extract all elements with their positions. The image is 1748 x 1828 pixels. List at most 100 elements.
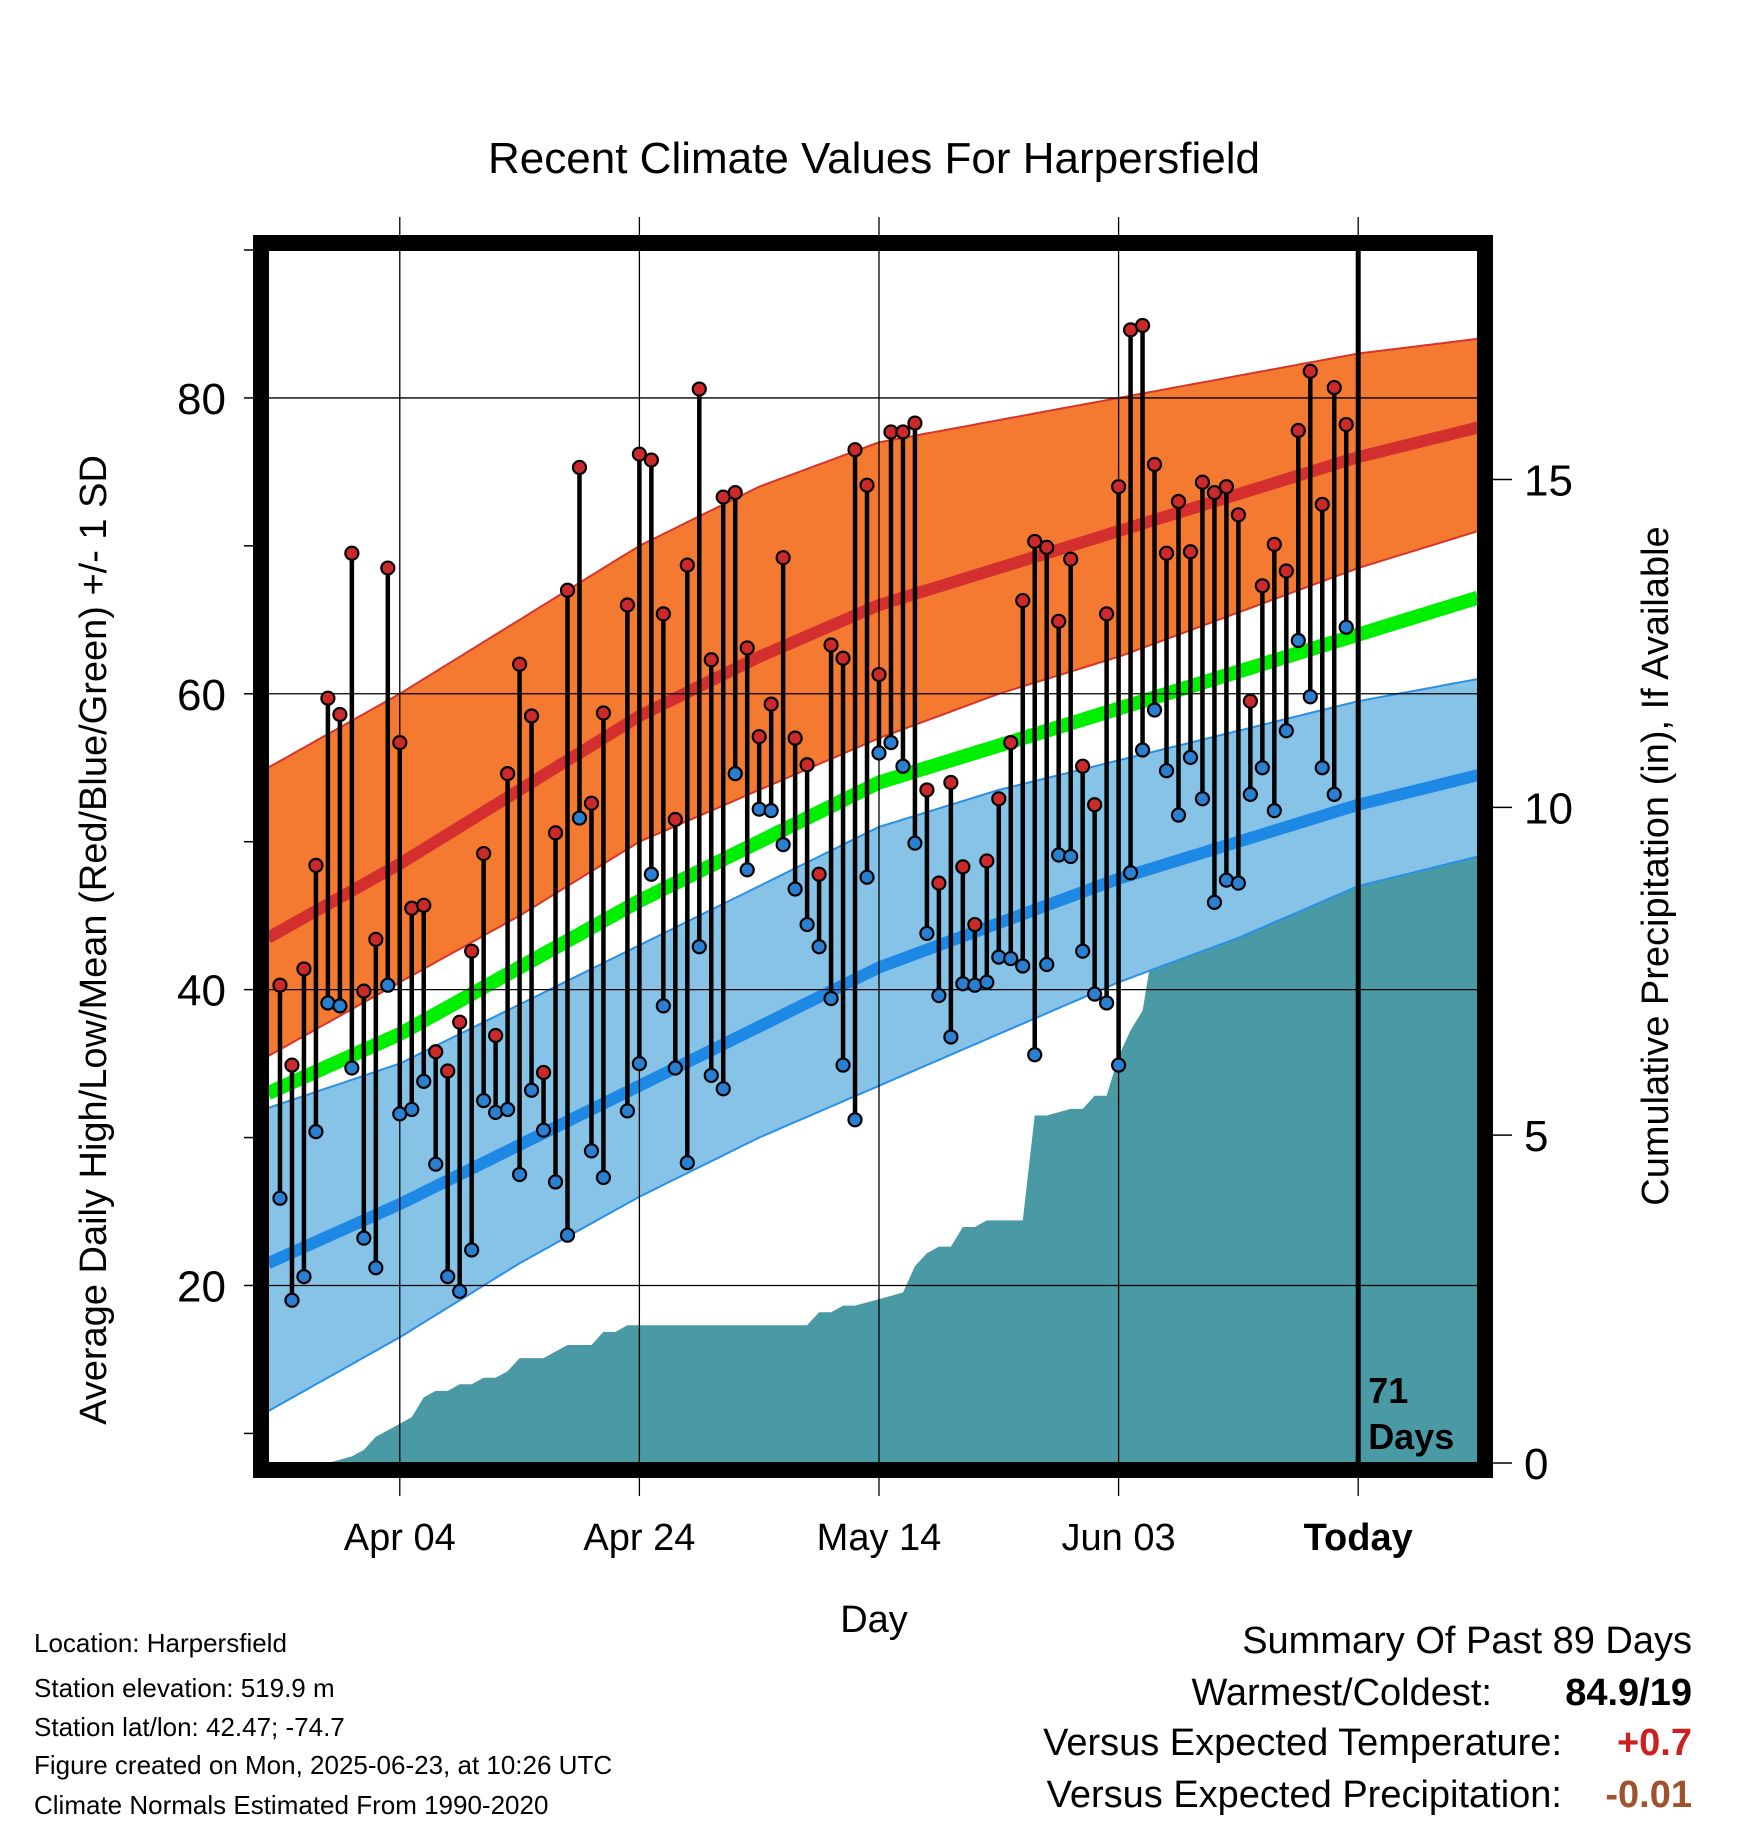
daily-high-point [703, 652, 719, 668]
daily-low-point [619, 1103, 636, 1119]
daily-high-point [835, 650, 851, 666]
daily-high-point [416, 897, 432, 913]
y2-tick-label: 15 [1524, 456, 1573, 505]
daily-high-point [943, 774, 959, 791]
daily-low-point [368, 1260, 384, 1276]
daily-high-point [1027, 533, 1043, 550]
daily-high-point [1087, 797, 1103, 813]
daily-high-point [679, 557, 695, 573]
daily-high-point [595, 705, 612, 721]
chart-title: Recent Climate Values For Harpersfield [488, 134, 1260, 183]
daily-high-point [344, 545, 360, 561]
daily-high-point [1278, 563, 1294, 579]
daily-low-point [727, 766, 743, 782]
daily-high-point [847, 442, 863, 458]
daily-high-point [1302, 363, 1318, 379]
daily-high-point [296, 961, 312, 977]
x-axis-label: Day [840, 1599, 908, 1641]
daily-low-point [440, 1269, 456, 1285]
daily-low-point [679, 1155, 695, 1171]
daily-low-point [775, 837, 791, 853]
daily-low-point [1075, 943, 1091, 959]
daily-low-point [571, 810, 588, 826]
daily-low-point [1158, 763, 1175, 779]
daily-high-point [955, 859, 971, 875]
daily-low-point [1290, 632, 1306, 649]
daily-high-point [1051, 613, 1067, 629]
daily-low-point [883, 734, 899, 751]
y-tick-label: 20 [177, 1262, 226, 1311]
daily-high-point [1170, 493, 1187, 510]
daily-low-point [1278, 723, 1294, 739]
daily-low-point [404, 1101, 420, 1118]
x-tick-label: Apr 04 [344, 1517, 456, 1559]
daily-low-point [344, 1060, 360, 1076]
daily-high-point [979, 853, 995, 869]
daily-low-point [1242, 786, 1258, 802]
daily-high-point [1158, 545, 1175, 561]
daily-high-point [1218, 479, 1235, 495]
daily-high-point [919, 782, 935, 798]
daily-low-point [859, 869, 875, 885]
daily-high-point [1039, 539, 1055, 555]
daily-low-point [1170, 807, 1187, 823]
daily-high-point [308, 857, 324, 873]
daily-high-point [859, 477, 875, 493]
daily-low-point [871, 745, 887, 761]
daily-high-point [380, 560, 396, 576]
daily-high-point [559, 582, 576, 598]
daily-low-point [835, 1057, 851, 1073]
daily-low-point [739, 862, 755, 878]
summary-temp-label: Versus Expected Temperature: [1043, 1722, 1562, 1764]
daily-low-point [452, 1283, 468, 1300]
daily-high-point [500, 766, 516, 782]
summary-warmest-label: Warmest/Coldest: [1191, 1672, 1492, 1714]
daily-high-point [1206, 485, 1223, 501]
daily-low-point [1338, 619, 1354, 635]
daily-high-point [320, 690, 336, 706]
daily-low-point [1134, 742, 1151, 758]
summary-precip-value: -0.01 [1605, 1774, 1692, 1816]
daily-high-point [1003, 734, 1019, 751]
daily-low-point [691, 939, 707, 955]
daily-low-point [1099, 995, 1115, 1011]
daily-high-point [727, 485, 743, 501]
daily-high-point [368, 931, 384, 947]
daily-low-point [1003, 950, 1019, 967]
daily-low-point [703, 1067, 719, 1084]
daily-low-point [1254, 760, 1270, 776]
daily-low-point [356, 1230, 372, 1246]
daily-high-point [775, 550, 791, 566]
daily-low-point [1326, 786, 1342, 802]
daily-low-point [1182, 749, 1199, 765]
daily-low-point [1122, 865, 1139, 881]
daily-high-point [440, 1063, 456, 1079]
daily-high-point [428, 1044, 444, 1060]
info-latlon: Station lat/lon: 42.47; -74.7 [34, 1712, 345, 1742]
daily-high-point [1326, 379, 1342, 396]
daily-high-point [464, 943, 480, 959]
y2-tick-label: 10 [1524, 784, 1573, 833]
daily-high-point [907, 415, 923, 431]
summary-title: Summary Of Past 89 Days [1242, 1620, 1692, 1662]
daily-low-point [296, 1269, 312, 1285]
daily-high-point [583, 795, 600, 811]
daily-high-point [571, 459, 588, 476]
x-tick-label: Jun 03 [1062, 1517, 1176, 1559]
info-normals: Climate Normals Estimated From 1990-2020 [34, 1790, 549, 1820]
daily-low-point [1015, 958, 1031, 974]
daily-high-point [535, 1064, 552, 1081]
daily-low-point [979, 974, 995, 990]
daily-high-point [547, 825, 564, 841]
normal-high-line [268, 421, 1478, 944]
summary-warmest-value: 84.9/19 [1565, 1672, 1692, 1714]
daily-high-point [895, 424, 911, 440]
daily-low-point [643, 866, 659, 882]
daily-low-point [1314, 760, 1330, 776]
daily-low-point [943, 1029, 959, 1045]
daily-high-point [1015, 592, 1031, 609]
y2-tick-label: 0 [1524, 1440, 1548, 1489]
summary-precip-label: Versus Expected Precipitation: [1046, 1774, 1562, 1816]
daily-high-point [799, 757, 815, 773]
daily-low-point [787, 881, 803, 897]
